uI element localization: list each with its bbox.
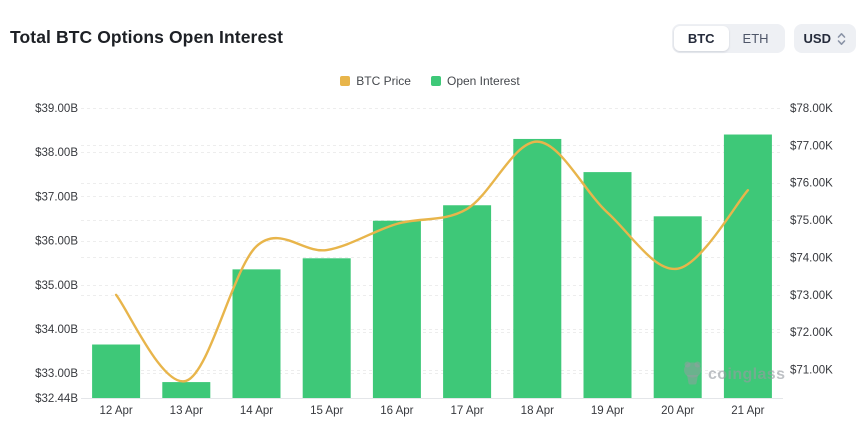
x-axis-label: 17 Apr (450, 405, 483, 417)
chevron-up-down-icon (837, 32, 846, 46)
x-axis-label: 20 Apr (661, 405, 694, 417)
x-axis-label: 15 Apr (310, 405, 343, 417)
legend-swatch-open-interest (430, 76, 441, 86)
right-axis-label: $74.00K (790, 252, 833, 264)
open-interest-bar-15-apr[interactable] (302, 258, 351, 399)
x-axis-label: 12 Apr (99, 405, 132, 417)
legend-item-btc-price[interactable]: BTC Price (340, 74, 411, 88)
asset-toggle-btc-button[interactable]: BTC (673, 26, 729, 51)
right-axis-label: $78.00K (790, 103, 833, 115)
open-interest-bar-17-apr[interactable] (443, 205, 492, 399)
x-axis-label: 19 Apr (591, 405, 624, 417)
chart-legend: BTC Price Open Interest (0, 74, 860, 88)
open-interest-bar-13-apr[interactable] (162, 382, 211, 399)
left-axis-label: $36.00B (35, 236, 78, 248)
currency-select-value: USD (803, 31, 831, 46)
open-interest-bar-19-apr[interactable] (583, 172, 632, 399)
left-axis-label: $39.00B (35, 103, 78, 115)
open-interest-bar-16-apr[interactable] (372, 220, 421, 399)
x-axis-label: 21 Apr (731, 405, 764, 417)
left-axis-label: $38.00B (35, 147, 78, 159)
asset-toggle: BTC ETH (671, 24, 785, 53)
currency-select[interactable]: USD (793, 24, 856, 53)
right-axis-label: $71.00K (790, 365, 833, 377)
right-axis-label: $75.00K (790, 215, 833, 227)
legend-swatch-btc-price (340, 76, 351, 86)
right-axis-label: $72.00K (790, 327, 833, 339)
x-axis-label: 16 Apr (380, 405, 413, 417)
x-axis-label: 14 Apr (240, 405, 273, 417)
x-axis-label: 13 Apr (170, 405, 203, 417)
right-axis-label: $73.00K (790, 290, 833, 302)
asset-toggle-eth-button[interactable]: ETH (729, 26, 783, 51)
left-axis-label: $32.44B (35, 393, 78, 405)
legend-label-btc-price: BTC Price (356, 74, 411, 88)
open-interest-bar-14-apr[interactable] (232, 269, 281, 399)
open-interest-bar-12-apr[interactable] (92, 344, 141, 399)
open-interest-bar-20-apr[interactable] (653, 216, 702, 399)
legend-item-open-interest[interactable]: Open Interest (430, 74, 520, 88)
header-controls: BTC ETH USD (671, 24, 856, 53)
page-title: Total BTC Options Open Interest (10, 27, 284, 47)
left-axis-label: $33.00B (35, 368, 78, 380)
right-axis-label: $76.00K (790, 178, 833, 190)
btc-price-line (114, 140, 750, 383)
x-axis-label: 18 Apr (521, 405, 554, 417)
open-interest-bar-21-apr[interactable] (723, 134, 772, 399)
left-axis-label: $34.00B (35, 324, 78, 336)
left-axis-label: $35.00B (35, 280, 78, 292)
legend-label-open-interest: Open Interest (446, 74, 520, 88)
left-axis-label: $37.00B (35, 191, 78, 203)
right-axis-label: $77.00K (790, 140, 833, 152)
open-interest-bar-18-apr[interactable] (513, 138, 562, 399)
